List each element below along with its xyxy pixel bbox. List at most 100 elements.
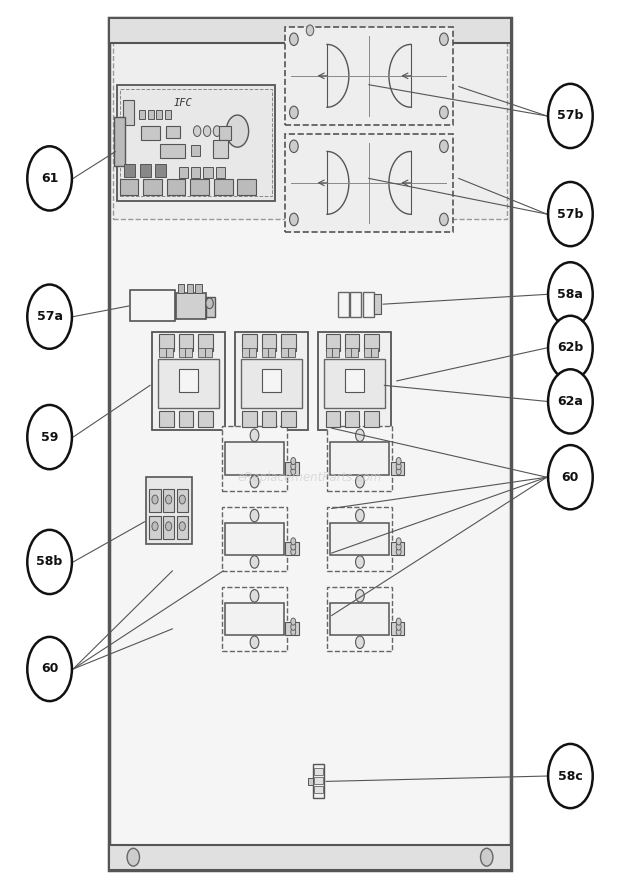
Bar <box>179 369 198 392</box>
Circle shape <box>291 543 296 550</box>
Circle shape <box>440 140 448 153</box>
Circle shape <box>250 509 259 522</box>
Bar <box>166 348 172 357</box>
Bar <box>222 507 287 571</box>
Circle shape <box>193 126 201 136</box>
Bar <box>198 334 213 351</box>
Circle shape <box>548 316 593 380</box>
Bar <box>176 293 206 319</box>
Circle shape <box>480 848 493 866</box>
Bar <box>262 348 268 357</box>
Bar <box>148 110 154 119</box>
Circle shape <box>179 522 185 531</box>
Bar <box>120 89 272 196</box>
Bar <box>149 516 161 539</box>
Circle shape <box>250 590 259 602</box>
Bar <box>352 348 358 357</box>
Bar <box>163 516 174 539</box>
Circle shape <box>548 84 593 148</box>
Bar <box>225 523 284 555</box>
Circle shape <box>27 285 72 349</box>
Circle shape <box>250 475 259 488</box>
Circle shape <box>27 146 72 211</box>
Bar <box>262 369 281 392</box>
Circle shape <box>179 495 185 504</box>
Bar <box>179 167 188 178</box>
Circle shape <box>440 33 448 45</box>
Text: 58a: 58a <box>557 288 583 301</box>
Circle shape <box>356 429 365 442</box>
Bar <box>108 845 511 870</box>
Circle shape <box>548 744 593 808</box>
Bar <box>185 348 192 357</box>
Bar <box>198 411 213 427</box>
Bar <box>338 292 349 317</box>
Circle shape <box>356 556 365 568</box>
Bar <box>216 167 225 178</box>
Circle shape <box>440 213 448 226</box>
Bar <box>318 332 391 430</box>
Bar <box>281 348 288 357</box>
Bar <box>108 18 511 43</box>
Circle shape <box>396 538 401 545</box>
Circle shape <box>27 530 72 594</box>
Bar <box>141 126 160 140</box>
Circle shape <box>440 106 448 119</box>
Text: 57b: 57b <box>557 208 583 220</box>
Bar <box>120 179 138 195</box>
Bar <box>179 411 193 427</box>
Circle shape <box>290 213 298 226</box>
Circle shape <box>152 495 158 504</box>
Bar <box>330 603 389 635</box>
Bar <box>235 332 308 430</box>
Bar <box>190 179 209 195</box>
Bar <box>365 348 371 357</box>
Bar <box>326 334 340 351</box>
Bar <box>152 332 225 430</box>
Circle shape <box>396 548 401 555</box>
Bar <box>330 523 389 555</box>
Bar <box>285 462 299 475</box>
Text: 59: 59 <box>41 431 58 443</box>
Bar <box>345 348 352 357</box>
Bar <box>143 179 162 195</box>
Circle shape <box>548 182 593 246</box>
Text: eReplacementParts.com: eReplacementParts.com <box>238 471 382 483</box>
Bar <box>242 334 257 351</box>
Bar <box>327 587 392 651</box>
Bar <box>146 477 192 544</box>
Circle shape <box>203 126 211 136</box>
Bar <box>262 411 277 427</box>
Bar <box>114 117 125 166</box>
Bar <box>308 778 313 785</box>
Text: 60: 60 <box>562 471 579 483</box>
Bar <box>391 623 404 635</box>
Bar <box>314 768 323 775</box>
Bar <box>198 348 205 357</box>
Bar <box>288 348 294 357</box>
Circle shape <box>27 637 72 701</box>
Bar <box>314 777 323 784</box>
Circle shape <box>396 543 401 550</box>
Circle shape <box>291 458 296 465</box>
Text: 61: 61 <box>41 172 58 185</box>
Bar <box>149 489 161 512</box>
Bar <box>222 587 287 651</box>
Bar <box>159 334 174 351</box>
Bar <box>326 411 340 427</box>
Bar <box>327 426 392 491</box>
Circle shape <box>356 590 365 602</box>
Bar <box>158 359 219 408</box>
Bar <box>222 426 287 491</box>
Text: IFC: IFC <box>174 98 192 108</box>
Bar <box>391 542 404 555</box>
Bar <box>345 369 364 392</box>
Circle shape <box>250 429 259 442</box>
Bar <box>332 348 339 357</box>
Bar <box>285 623 299 635</box>
Bar <box>225 603 284 635</box>
Bar <box>108 18 511 870</box>
Circle shape <box>250 556 259 568</box>
Bar <box>163 489 174 512</box>
Bar <box>365 411 379 427</box>
